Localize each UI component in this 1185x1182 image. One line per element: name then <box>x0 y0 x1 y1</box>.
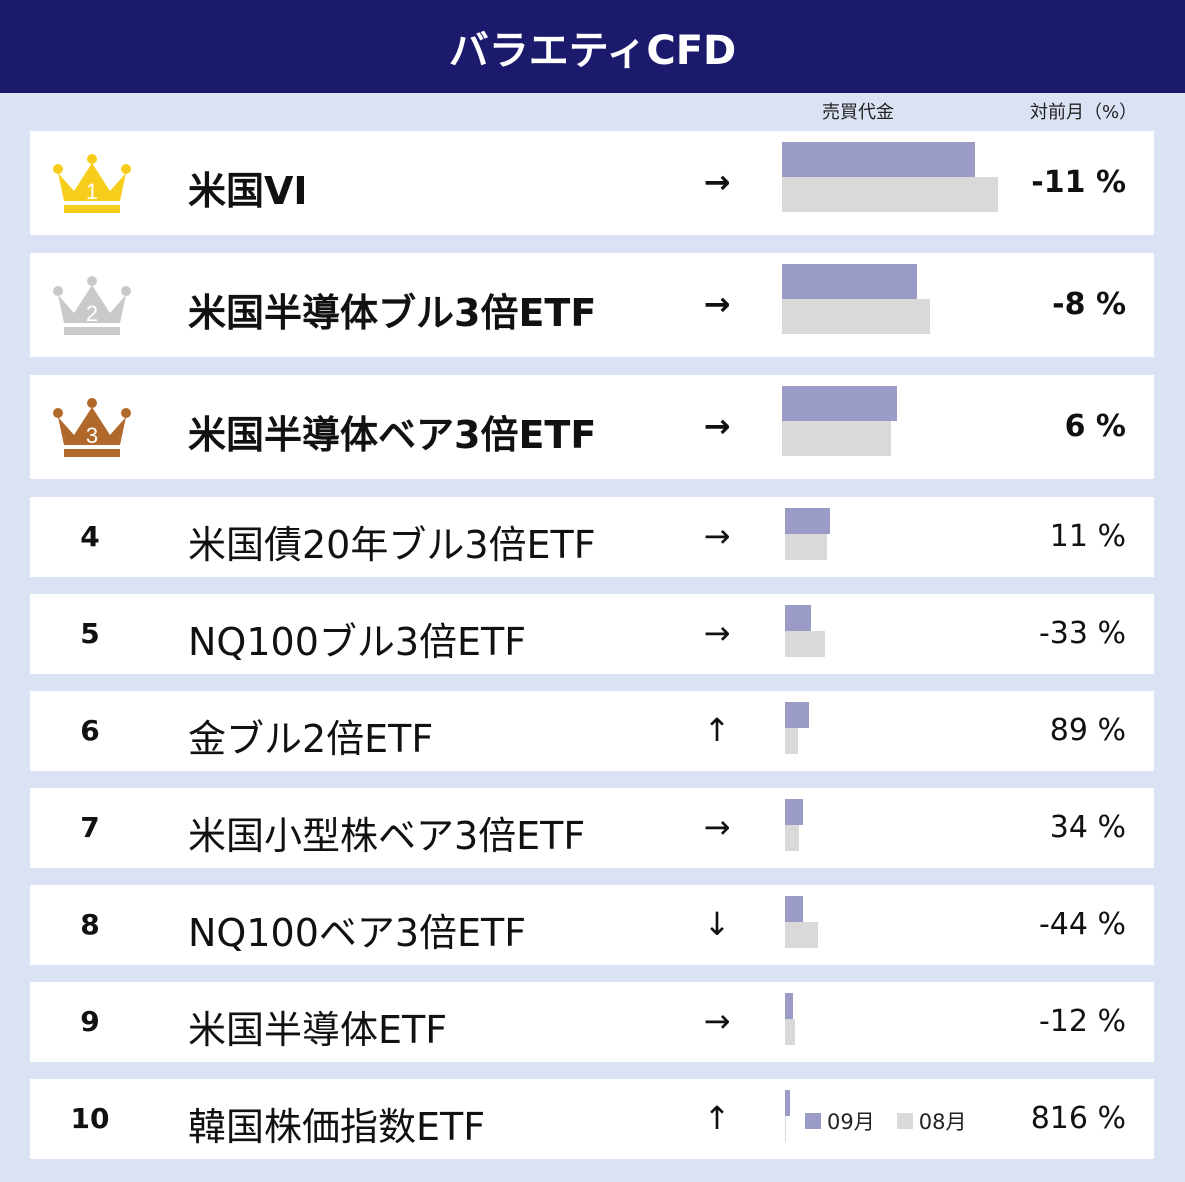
table-row: 6 金ブル2倍ETF ↑ 89 % <box>30 691 1154 771</box>
table-row: 2 米国半導体ブル3倍ETF → -8 % <box>30 253 1154 357</box>
trend-arrow-icon: → <box>703 407 731 445</box>
bar-current-month <box>782 264 917 299</box>
legend: 09月 08月 <box>805 1106 988 1136</box>
table-row: 5 NQ100ブル3倍ETF → -33 % <box>30 594 1154 674</box>
bar-previous-month <box>785 922 818 948</box>
instrument-name: 韓国株価指数ETF <box>188 1105 486 1149</box>
trend-arrow-icon: ↓ <box>703 905 731 943</box>
change-percent: 34 % <box>1049 810 1126 845</box>
change-percent: -8 % <box>1052 287 1126 322</box>
trend-arrow-icon: → <box>703 808 731 846</box>
trend-arrow-icon: → <box>703 285 731 323</box>
instrument-name: 米国小型株ベア3倍ETF <box>188 814 586 858</box>
svg-text:2: 2 <box>86 301 98 326</box>
change-percent: 6 % <box>1064 409 1126 444</box>
instrument-name: 金ブル2倍ETF <box>188 717 434 761</box>
bar-current-month <box>785 799 803 825</box>
change-percent: -12 % <box>1038 1004 1126 1039</box>
legend-label-previous: 08月 <box>918 1110 967 1134</box>
instrument-name: 米国半導体ベア3倍ETF <box>188 413 597 457</box>
change-percent: -33 % <box>1038 616 1126 651</box>
rank-number: 8 <box>80 908 100 941</box>
header-bar: バラエティCFD <box>0 0 1185 93</box>
change-percent: 89 % <box>1049 713 1126 748</box>
column-header-change: 対前月（%） <box>1030 102 1138 123</box>
instrument-name: 米国債20年ブル3倍ETF <box>188 523 596 567</box>
svg-text:3: 3 <box>86 423 98 448</box>
bar-previous-month <box>785 534 827 560</box>
bar-current-month <box>785 605 811 631</box>
column-header-volume: 売買代金 <box>822 102 894 123</box>
crown-icon: 1 <box>52 151 132 215</box>
trend-arrow-icon: ↑ <box>703 1099 731 1137</box>
instrument-name: NQ100ベア3倍ETF <box>188 911 527 955</box>
bar-previous-month <box>785 1019 795 1045</box>
trend-arrow-icon: → <box>703 163 731 201</box>
change-percent: 11 % <box>1049 519 1126 554</box>
bar-previous-month <box>782 177 998 212</box>
legend-item-previous: 08月 <box>896 1106 967 1136</box>
page-title: バラエティCFD <box>448 27 737 74</box>
bar-previous-month <box>785 631 825 657</box>
crown-icon: 3 <box>52 395 132 459</box>
bar-current-month <box>785 508 830 534</box>
table-row: 3 米国半導体ベア3倍ETF → 6 % <box>30 375 1154 479</box>
bar-current-month <box>785 896 803 922</box>
trend-arrow-icon: → <box>703 614 731 652</box>
trend-arrow-icon: → <box>703 517 731 555</box>
table-row: 8 NQ100ベア3倍ETF ↓ -44 % <box>30 885 1154 965</box>
crown-icon: 2 <box>52 273 132 337</box>
change-percent: -11 % <box>1031 165 1126 200</box>
rank-number: 10 <box>70 1102 110 1135</box>
change-percent: -44 % <box>1038 907 1126 942</box>
trend-arrow-icon: → <box>703 1002 731 1040</box>
instrument-name: 米国VI <box>188 169 308 213</box>
instrument-name: 米国半導体ブル3倍ETF <box>188 291 597 335</box>
bar-previous-month <box>782 421 891 456</box>
table-row: 9 米国半導体ETF → -12 % <box>30 982 1154 1062</box>
legend-label-current: 09月 <box>827 1110 875 1134</box>
bar-previous-month <box>785 728 798 754</box>
change-percent: 816 % <box>1030 1101 1126 1136</box>
table-row: 7 米国小型株ベア3倍ETF → 34 % <box>30 788 1154 868</box>
rank-number: 5 <box>80 617 100 650</box>
table-row: 4 米国債20年ブル3倍ETF → 11 % <box>30 497 1154 577</box>
trend-arrow-icon: ↑ <box>703 711 731 749</box>
rank-number: 6 <box>80 714 100 747</box>
bar-previous-month <box>782 299 930 334</box>
legend-swatch-previous <box>896 1113 913 1129</box>
table-row: 1 米国VI → -11 % <box>30 131 1154 235</box>
rank-number: 9 <box>80 1005 100 1038</box>
legend-item-current: 09月 <box>805 1106 875 1136</box>
instrument-name: NQ100ブル3倍ETF <box>188 620 527 664</box>
bar-current-month <box>785 993 793 1019</box>
bar-current-month <box>782 142 975 177</box>
bar-current-month <box>785 1090 790 1116</box>
legend-swatch-current <box>805 1113 821 1129</box>
rank-number: 7 <box>80 811 100 844</box>
instrument-name: 米国半導体ETF <box>188 1008 448 1052</box>
bar-current-month <box>785 702 809 728</box>
bar-current-month <box>782 386 897 421</box>
svg-text:1: 1 <box>86 179 98 204</box>
rank-number: 4 <box>80 520 100 553</box>
bar-previous-month <box>785 825 799 851</box>
bar-previous-month <box>785 1116 786 1142</box>
table-row: 10 韓国株価指数ETF ↑ 816 % <box>30 1079 1154 1159</box>
